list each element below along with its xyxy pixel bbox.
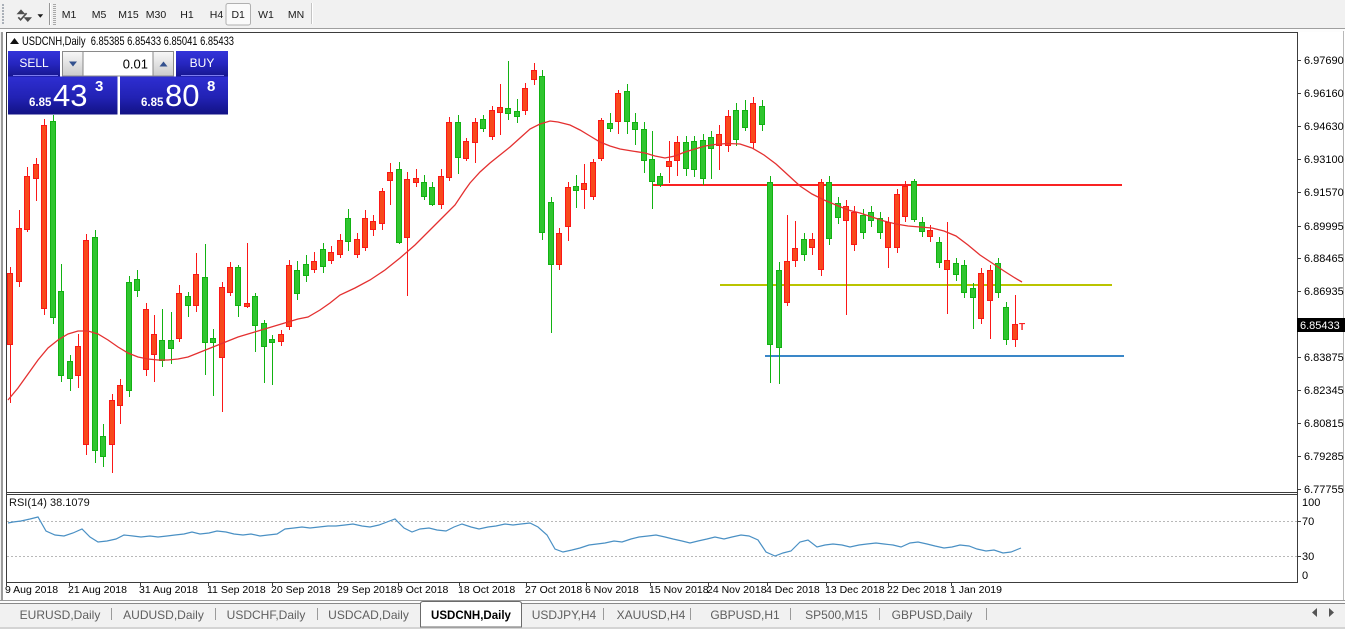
svg-text:SP500,M15: SP500,M15 bbox=[805, 608, 868, 622]
svg-text:20 Sep 2018: 20 Sep 2018 bbox=[271, 584, 331, 596]
svg-text:XAUUSD,H4: XAUUSD,H4 bbox=[617, 608, 686, 622]
svg-text:BUY: BUY bbox=[190, 56, 215, 70]
svg-text:31 Aug 2018: 31 Aug 2018 bbox=[139, 584, 198, 596]
svg-text:M1: M1 bbox=[62, 9, 77, 21]
svg-text:80: 80 bbox=[165, 78, 199, 113]
svg-text:W1: W1 bbox=[258, 9, 274, 21]
svg-text:M5: M5 bbox=[92, 9, 107, 21]
svg-text:22 Dec 2018: 22 Dec 2018 bbox=[887, 584, 947, 596]
svg-text:6.80815: 6.80815 bbox=[1304, 418, 1344, 430]
svg-text:6.85: 6.85 bbox=[29, 97, 52, 109]
svg-text:0: 0 bbox=[1302, 570, 1308, 582]
svg-text:6.82345: 6.82345 bbox=[1304, 385, 1344, 397]
svg-text:M15: M15 bbox=[118, 9, 139, 21]
svg-text:29 Sep 2018: 29 Sep 2018 bbox=[337, 584, 397, 596]
svg-text:13 Dec 2018: 13 Dec 2018 bbox=[825, 584, 885, 596]
svg-text:21 Aug 2018: 21 Aug 2018 bbox=[68, 584, 127, 596]
svg-text:USDCNH,Daily 6.85385 6.85433: USDCNH,Daily 6.85385 6.85433 6.85041 6.8… bbox=[22, 34, 234, 48]
svg-text:6 Nov 2018: 6 Nov 2018 bbox=[585, 584, 639, 596]
svg-text:USDCHF,Daily: USDCHF,Daily bbox=[227, 608, 306, 622]
svg-text:6.77755: 6.77755 bbox=[1304, 484, 1344, 496]
svg-text:6.86935: 6.86935 bbox=[1304, 286, 1344, 298]
svg-text:T: T bbox=[1019, 322, 1025, 333]
svg-text:100: 100 bbox=[1302, 497, 1320, 509]
svg-text:6.83875: 6.83875 bbox=[1304, 352, 1344, 364]
svg-text:18 Oct 2018: 18 Oct 2018 bbox=[458, 584, 515, 596]
svg-text:GBPUSD,Daily: GBPUSD,Daily bbox=[892, 608, 973, 622]
svg-text:6.91570: 6.91570 bbox=[1304, 187, 1344, 199]
svg-text:6.89995: 6.89995 bbox=[1304, 221, 1344, 233]
svg-text:MN: MN bbox=[288, 9, 304, 21]
svg-text:4 Dec 2018: 4 Dec 2018 bbox=[766, 584, 820, 596]
svg-text:8: 8 bbox=[207, 78, 215, 95]
svg-text:D1: D1 bbox=[231, 9, 245, 21]
svg-text:24 Nov 2018: 24 Nov 2018 bbox=[707, 584, 767, 596]
svg-text:6.93100: 6.93100 bbox=[1304, 154, 1344, 166]
svg-text:6.88465: 6.88465 bbox=[1304, 253, 1344, 265]
svg-text:AUDUSD,Daily: AUDUSD,Daily bbox=[123, 608, 204, 622]
svg-text:EURUSD,Daily: EURUSD,Daily bbox=[20, 608, 101, 622]
svg-text:27 Oct 2018: 27 Oct 2018 bbox=[525, 584, 582, 596]
svg-text:9 Aug 2018: 9 Aug 2018 bbox=[5, 584, 58, 596]
svg-text:0.01: 0.01 bbox=[123, 57, 148, 72]
svg-text:70: 70 bbox=[1302, 516, 1314, 528]
svg-text:M30: M30 bbox=[146, 9, 167, 21]
svg-text:9 Oct 2018: 9 Oct 2018 bbox=[397, 584, 449, 596]
svg-text:SELL: SELL bbox=[19, 56, 49, 70]
svg-text:6.79285: 6.79285 bbox=[1304, 451, 1344, 463]
svg-text:1 Jan 2019: 1 Jan 2019 bbox=[950, 584, 1002, 596]
svg-text:6.97690: 6.97690 bbox=[1304, 55, 1344, 67]
svg-text:USDCAD,Daily: USDCAD,Daily bbox=[328, 608, 409, 622]
svg-text:6.94630: 6.94630 bbox=[1304, 121, 1344, 133]
svg-text:USDCNH,Daily: USDCNH,Daily bbox=[431, 610, 511, 622]
svg-text:6.85433: 6.85433 bbox=[1300, 320, 1340, 332]
svg-text:43: 43 bbox=[53, 78, 87, 113]
svg-text:H4: H4 bbox=[210, 9, 224, 21]
svg-text:11 Sep 2018: 11 Sep 2018 bbox=[207, 584, 266, 596]
svg-text:30: 30 bbox=[1302, 551, 1314, 563]
svg-text:6.85: 6.85 bbox=[141, 97, 164, 109]
svg-text:6.96160: 6.96160 bbox=[1304, 88, 1344, 100]
svg-text:H1: H1 bbox=[180, 9, 194, 21]
svg-text:GBPUSD,H1: GBPUSD,H1 bbox=[710, 608, 780, 622]
svg-text:USDJPY,H4: USDJPY,H4 bbox=[532, 608, 597, 622]
svg-text:RSI(14) 38.1079: RSI(14) 38.1079 bbox=[9, 497, 90, 509]
svg-text:15 Nov 2018: 15 Nov 2018 bbox=[649, 584, 709, 596]
svg-text:3: 3 bbox=[95, 78, 103, 95]
